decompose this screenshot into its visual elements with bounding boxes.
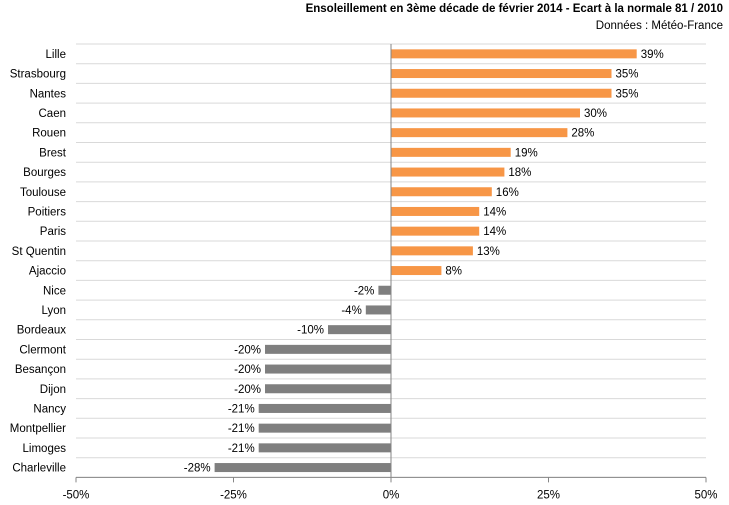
- value-label: 35%: [616, 88, 639, 100]
- value-label: 14%: [483, 226, 506, 238]
- axes: [75, 44, 707, 483]
- value-label: -21%: [228, 403, 255, 415]
- value-label: 19%: [515, 147, 538, 159]
- category-label: Paris: [40, 226, 66, 238]
- category-label: Bordeaux: [17, 325, 66, 337]
- x-tick-label: -25%: [220, 489, 247, 501]
- category-label: Caen: [39, 108, 67, 120]
- category-label: Limoges: [23, 443, 67, 455]
- bar-limoges: [258, 443, 391, 453]
- bar-nice: [378, 285, 391, 295]
- bar-caen: [391, 108, 580, 118]
- bar-nancy: [258, 403, 391, 413]
- value-label: -4%: [341, 305, 361, 317]
- value-label: 18%: [508, 167, 531, 179]
- bar-lille: [391, 49, 637, 59]
- value-label: -20%: [234, 364, 261, 376]
- category-label: Dijon: [40, 384, 66, 396]
- bar-ajaccio: [391, 266, 442, 276]
- value-label: 8%: [445, 266, 462, 278]
- category-label: Charleville: [12, 463, 66, 475]
- category-label: Lyon: [41, 305, 66, 317]
- category-label: Rouen: [32, 128, 66, 140]
- x-tick-label: 0%: [383, 489, 400, 501]
- bar-besan-on: [265, 364, 391, 374]
- bar-toulouse: [391, 187, 492, 197]
- bar-st-quentin: [391, 246, 473, 256]
- bar-paris: [391, 226, 480, 236]
- bars: [214, 49, 637, 473]
- category-label: Strasbourg: [10, 69, 66, 81]
- category-label: Clermont: [19, 344, 66, 356]
- bar-charleville: [214, 463, 391, 473]
- bar-brest: [391, 147, 511, 157]
- value-label: 30%: [584, 108, 607, 120]
- bar-montpellier: [258, 423, 391, 433]
- category-label: Ajaccio: [29, 266, 66, 278]
- x-tick-label: 25%: [537, 489, 560, 501]
- value-label: -28%: [184, 463, 211, 475]
- x-tick-label: 50%: [694, 489, 717, 501]
- labels: Lille 39% Strasbourg 35% Nantes 35% Caen 30% Rou…: [10, 49, 718, 502]
- value-label: -2%: [354, 285, 374, 297]
- value-label: 14%: [483, 206, 506, 218]
- bar-clermont: [265, 344, 391, 354]
- value-label: 16%: [496, 187, 519, 199]
- category-label: Toulouse: [20, 187, 66, 199]
- category-label: Nantes: [30, 88, 67, 100]
- bar-lyon: [365, 305, 391, 315]
- value-label: -21%: [228, 443, 255, 455]
- value-label: 13%: [477, 246, 500, 258]
- x-tick-label: -50%: [63, 489, 90, 501]
- value-label: -21%: [228, 423, 255, 435]
- chart-source: Données : Météo-France: [595, 20, 723, 32]
- category-label: Besançon: [15, 364, 66, 376]
- value-label: 39%: [641, 49, 664, 61]
- category-label: Lille: [46, 49, 66, 61]
- value-label: 35%: [616, 69, 639, 81]
- bar-bourges: [391, 167, 505, 177]
- category-label: Montpellier: [10, 423, 66, 435]
- category-label: Bourges: [23, 167, 66, 179]
- value-label: 28%: [571, 128, 594, 140]
- bar-rouen: [391, 128, 568, 138]
- bar-strasbourg: [391, 69, 612, 79]
- value-label: -20%: [234, 344, 261, 356]
- value-label: -10%: [297, 325, 324, 337]
- category-label: Nancy: [33, 403, 66, 415]
- bar-bordeaux: [328, 325, 391, 335]
- bar-dijon: [265, 384, 391, 394]
- chart-title: Ensoleillement en 3ème décade de février…: [305, 3, 723, 15]
- category-label: Nice: [43, 285, 66, 297]
- value-label: -20%: [234, 384, 261, 396]
- category-label: Brest: [39, 147, 67, 159]
- bar-poitiers: [391, 206, 480, 216]
- category-label: St Quentin: [12, 246, 66, 258]
- category-label: Poitiers: [28, 206, 67, 218]
- bar-nantes: [391, 88, 612, 98]
